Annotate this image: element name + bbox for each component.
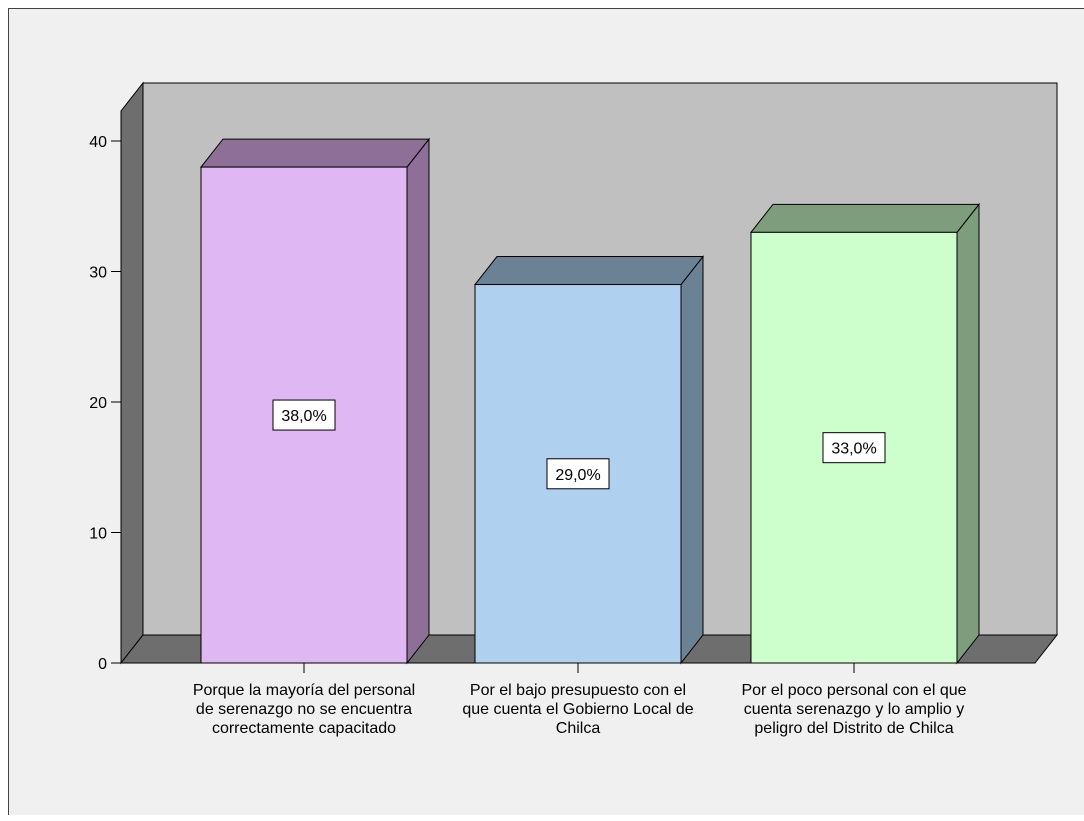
y-tick-label: 0 [98,656,107,673]
bar-top [473,256,705,286]
y-tick-label: 30 [89,265,107,282]
bar-side [680,255,704,665]
x-tick-label: Por el bajo presupuesto con el que cuenta… [462,682,693,737]
bar-top [199,138,431,168]
plot-left-wall [120,81,144,665]
y-tick-label: 40 [89,134,107,151]
chart-frame: 0 10 20 30 40 38,0% Porque la mayoría del pers… [8,8,1084,815]
x-tick-label-line: peligro del Distrito de Chilca [754,720,953,737]
data-label-box [272,399,336,431]
x-tick-label-line: Chilca [556,720,601,737]
x-tick-label-line: que cuenta el Gobierno Local de [462,701,693,718]
x-tick-label-line: Por el bajo presupuesto con el [470,682,686,699]
x-tick-label-line: de serenazgo no se encuentra [196,701,412,718]
x-tick-label-line: cuenta serenazgo y lo amplio y [744,701,965,718]
bar-top [749,203,981,233]
x-tick-label-line: Porque la mayoría del personal [193,682,415,699]
data-label: 33,0% [831,441,876,458]
bar-side [406,137,430,665]
data-label: 38,0% [281,408,326,425]
data-label-box [546,458,610,490]
bar-chart: 0 10 20 30 40 38,0% Porque la mayoría del pers… [89,81,1059,737]
x-tick-label: Porque la mayoría del personal de serenaz… [193,682,415,737]
x-tick-label-line: Por el poco personal con el que [741,682,966,699]
data-label: 29,0% [555,467,600,484]
bar: 33,0% [749,202,981,665]
y-tick-label: 20 [89,395,107,412]
bar: 38,0% [199,137,431,665]
data-label-box [822,432,886,464]
y-tick-label: 10 [89,526,107,543]
x-tick-label-line: correctamente capacitado [212,720,396,737]
bar-side [956,202,980,665]
bar: 29,0% [473,255,705,665]
x-tick-label: Por el poco personal con el que cuenta se… [741,682,966,737]
